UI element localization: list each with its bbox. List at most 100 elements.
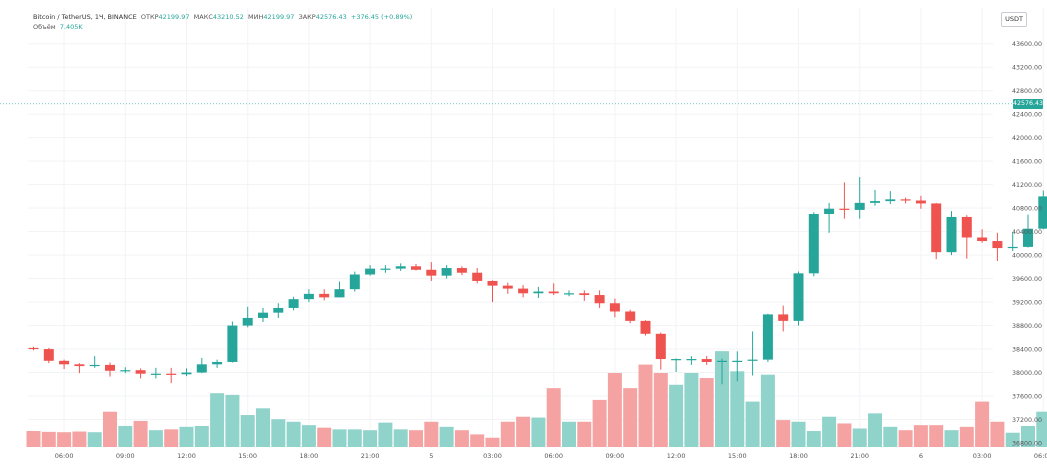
volume-bar [103, 412, 117, 447]
candle-body [671, 359, 681, 360]
change-value: +376.45 (+0.89%) [351, 13, 412, 21]
volume-bar [210, 393, 224, 447]
time-tick-label: 15:00 [238, 452, 257, 460]
candle [273, 303, 283, 318]
candle-body [136, 370, 146, 374]
candle-body [503, 286, 513, 289]
candle-body [686, 359, 696, 360]
candle-body [794, 273, 804, 321]
candle [809, 212, 819, 276]
candle [365, 265, 375, 276]
candle [166, 368, 176, 383]
volume-bar [241, 415, 255, 447]
candle-body [610, 303, 620, 311]
candle-body [335, 289, 345, 297]
volume-bar [792, 422, 806, 447]
price-tick-label: 39200.00 [1012, 300, 1042, 307]
candle [962, 215, 972, 258]
last-price-tag: 42576.43 [1013, 99, 1043, 109]
volume-bar [608, 373, 622, 447]
close-value: 42576.43 [316, 13, 347, 21]
time-tick-label: 6 [919, 452, 923, 460]
candle [380, 265, 390, 273]
price-tick-label: 42400.00 [1012, 112, 1042, 119]
volume-legend: Объём 7.405K [33, 23, 83, 31]
candle-body [855, 203, 865, 210]
time-tick-label: 03:00 [973, 452, 992, 460]
candle-body [916, 201, 926, 204]
volume-bar [470, 434, 484, 447]
grid [28, 8, 1047, 448]
price-tick-label: 41600.00 [1012, 159, 1042, 166]
price-tick-label: 38400.00 [1012, 347, 1042, 354]
candle [778, 306, 788, 332]
volume-bar [440, 427, 454, 447]
volume-bar [195, 426, 209, 447]
candle [916, 196, 926, 209]
candle-body [396, 266, 406, 268]
candle-body [197, 364, 207, 372]
candle-body [641, 321, 651, 334]
candle-body [702, 359, 712, 362]
candle [105, 363, 115, 377]
close-label: ЗАКР [299, 13, 316, 21]
volume-bar [531, 418, 545, 447]
candle [625, 310, 635, 324]
candle [151, 368, 161, 379]
volume-bar [960, 427, 974, 447]
price-tick-label: 37200.00 [1012, 417, 1042, 424]
candle [350, 272, 360, 292]
candle-body [947, 217, 957, 252]
candle [579, 290, 589, 301]
candle [518, 285, 528, 297]
volume-bar [899, 430, 913, 447]
volume-bar [761, 375, 775, 447]
candle-body [809, 214, 819, 273]
volume-bar [730, 371, 744, 447]
candle-body [227, 326, 237, 362]
candle [335, 282, 345, 298]
candle [794, 272, 804, 326]
candle [885, 191, 895, 204]
time-tick-label: 06:00 [1034, 452, 1047, 460]
candle-body [166, 374, 176, 375]
price-tick-label: 40000.00 [1012, 253, 1042, 260]
symbol-label: Bitcoin / TetherUS, 1Ч, BINANCE [33, 13, 137, 21]
open-label: ОТКР [141, 13, 159, 21]
candle [90, 356, 100, 368]
open-value: 42199.97 [159, 13, 190, 21]
candle-body [365, 269, 375, 275]
volume-bar [669, 385, 683, 447]
volume-bars [27, 336, 1047, 447]
candle-body [59, 361, 69, 365]
volume-bar [776, 420, 790, 447]
volume-bar [654, 373, 668, 447]
time-tick-label: 09:00 [606, 452, 625, 460]
volume-bar [409, 430, 423, 447]
candle [411, 264, 421, 270]
candle [641, 320, 651, 335]
volume-bar [623, 388, 637, 447]
candle-body [839, 209, 849, 210]
volume-bar [945, 430, 959, 447]
volume-bar [149, 430, 163, 447]
currency-badge[interactable]: USDT [1001, 12, 1027, 27]
candle [839, 182, 849, 218]
candle-body [732, 361, 742, 362]
candle-body [901, 199, 911, 200]
candle-body [472, 273, 482, 281]
volume-bar [929, 425, 943, 447]
candle-body [595, 295, 605, 303]
volume-bar [118, 426, 132, 447]
price-tick-label: 40400.00 [1012, 229, 1042, 236]
candle-body [564, 293, 574, 294]
candle-body [579, 293, 589, 295]
candle [319, 289, 329, 300]
volume-bar [88, 432, 102, 447]
candle-body [426, 270, 436, 276]
candle [686, 356, 696, 365]
candle-body [962, 217, 972, 238]
candle [243, 307, 253, 328]
